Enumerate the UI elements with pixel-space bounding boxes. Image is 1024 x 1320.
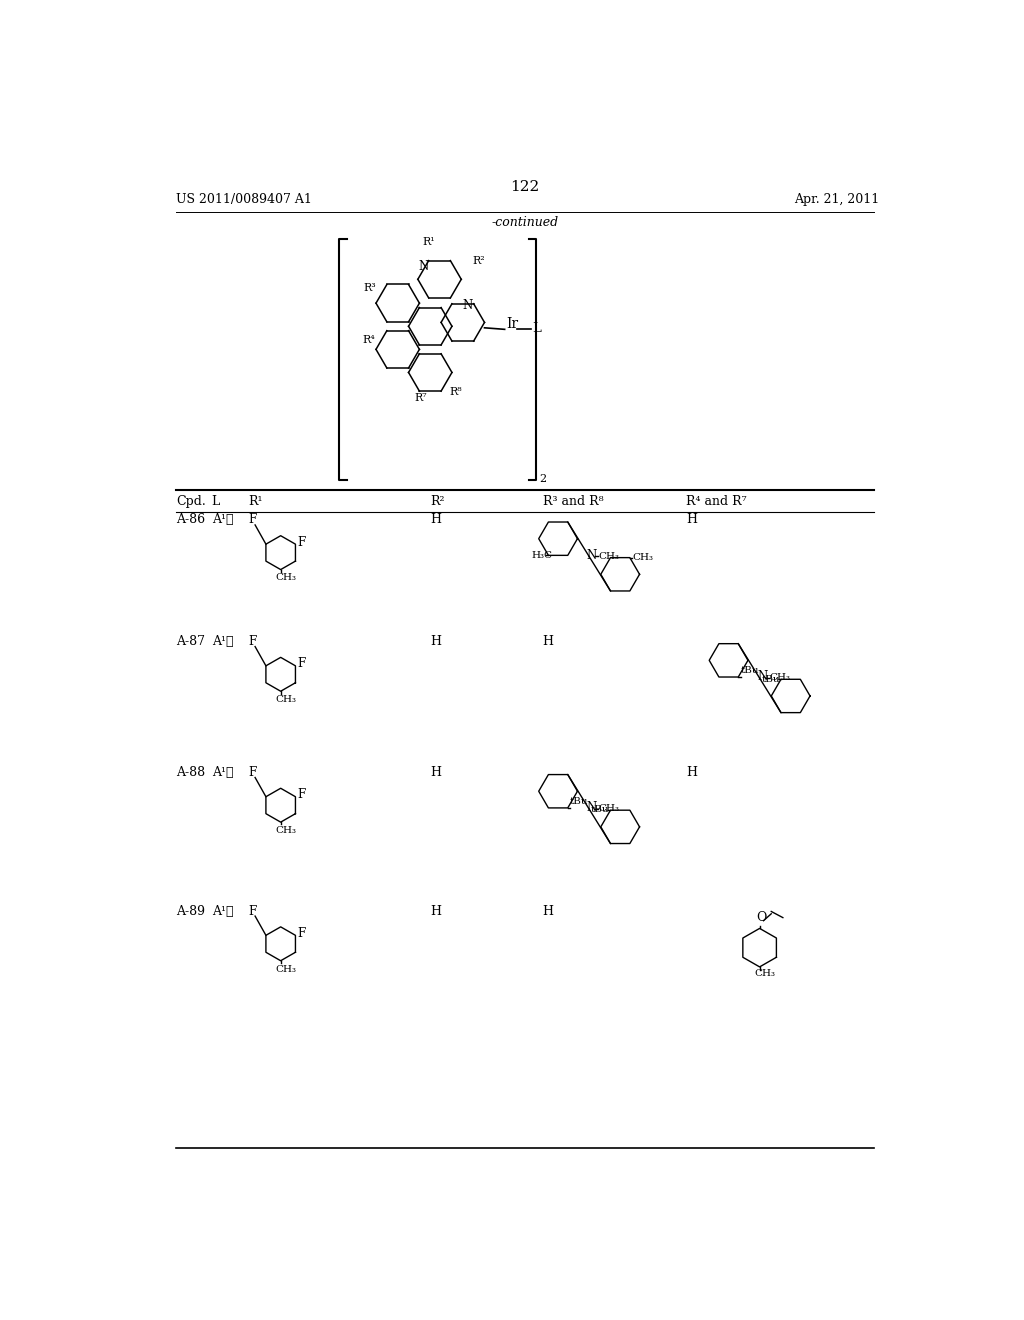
Text: Apr. 21, 2011: Apr. 21, 2011 [795, 193, 880, 206]
Text: CH₃: CH₃ [598, 552, 620, 561]
Text: H: H [430, 635, 441, 648]
Text: F: F [248, 766, 256, 779]
Text: Ir: Ir [506, 317, 518, 331]
Text: N: N [419, 260, 429, 273]
Text: O: O [757, 912, 767, 924]
Text: F: F [248, 904, 256, 917]
Text: A-86: A-86 [176, 513, 205, 527]
Text: A¹⦳: A¹⦳ [212, 635, 233, 648]
Text: 122: 122 [510, 180, 540, 194]
Text: CH₃: CH₃ [755, 969, 775, 978]
Text: A-87: A-87 [176, 635, 205, 648]
Text: N: N [587, 549, 597, 562]
Text: F: F [248, 635, 256, 648]
Text: F: F [248, 513, 256, 527]
Text: L: L [212, 495, 220, 508]
Text: CH₃: CH₃ [632, 553, 653, 562]
Text: F: F [298, 927, 306, 940]
Text: N: N [758, 671, 768, 684]
Text: H: H [543, 635, 554, 648]
Text: CH₃: CH₃ [598, 804, 620, 813]
Text: R²: R² [473, 256, 485, 265]
Text: CH₃: CH₃ [275, 573, 296, 582]
Text: CH₃: CH₃ [275, 826, 296, 836]
Text: N: N [463, 300, 473, 313]
Text: H: H [686, 766, 697, 779]
Text: H: H [430, 513, 441, 527]
Text: CH₃: CH₃ [275, 696, 296, 704]
Text: tBu: tBu [570, 797, 589, 807]
Text: R⁷: R⁷ [415, 393, 427, 403]
Text: A-89: A-89 [176, 904, 205, 917]
Text: H: H [686, 513, 697, 527]
Text: R⁸: R⁸ [450, 387, 462, 397]
Text: US 2011/0089407 A1: US 2011/0089407 A1 [176, 193, 312, 206]
Text: R¹: R¹ [248, 495, 262, 508]
Text: R⁴: R⁴ [362, 335, 375, 346]
Text: A¹⦳: A¹⦳ [212, 513, 233, 527]
Text: tBu: tBu [740, 667, 759, 675]
Text: R³: R³ [364, 282, 377, 293]
Text: A¹⦳: A¹⦳ [212, 904, 233, 917]
Text: 2: 2 [540, 474, 547, 484]
Text: H: H [543, 904, 554, 917]
Text: CH₃: CH₃ [275, 965, 296, 974]
Text: R²: R² [430, 495, 444, 508]
Text: F: F [298, 536, 306, 549]
Text: R⁴ and R⁷: R⁴ and R⁷ [686, 495, 746, 508]
Text: tBu: tBu [591, 805, 609, 814]
Text: H₃C: H₃C [531, 550, 552, 560]
Text: F: F [298, 788, 306, 801]
Text: A-88: A-88 [176, 766, 205, 779]
Text: R³ and R⁸: R³ and R⁸ [543, 495, 603, 508]
Text: A¹⦳: A¹⦳ [212, 766, 233, 779]
Text: R¹: R¹ [422, 238, 435, 247]
Text: H: H [430, 766, 441, 779]
Text: N: N [587, 801, 597, 814]
Text: H: H [430, 904, 441, 917]
Text: L: L [532, 322, 542, 335]
Text: F: F [298, 657, 306, 671]
Text: -continued: -continued [492, 216, 558, 230]
Text: Cpd.: Cpd. [176, 495, 206, 508]
Text: tBu: tBu [762, 675, 780, 684]
Text: CH₃: CH₃ [769, 673, 790, 682]
